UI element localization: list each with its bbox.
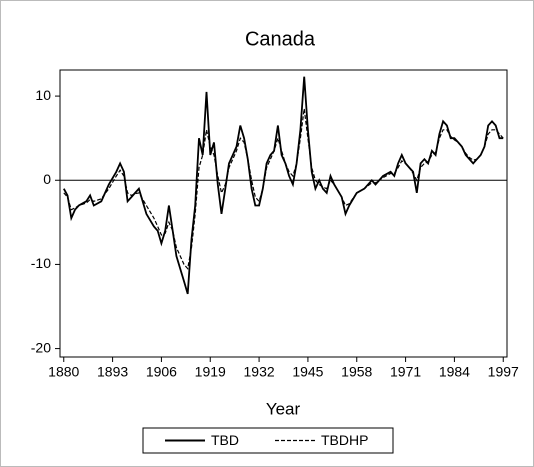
legend-label: TBD	[211, 432, 239, 448]
y-tick-label: 10	[35, 87, 51, 103]
x-tick-label: 1945	[292, 364, 323, 380]
x-tick-label: 1997	[488, 364, 519, 380]
y-tick-label: -10	[31, 255, 51, 271]
x-axis-label: Year	[266, 399, 301, 418]
x-tick-label: 1932	[244, 364, 275, 380]
x-tick-label: 1880	[48, 364, 79, 380]
x-tick-label: 1919	[195, 364, 226, 380]
x-tick-label: 1958	[341, 364, 372, 380]
x-tick-label: 1906	[146, 364, 177, 380]
x-tick-label: 1971	[390, 364, 421, 380]
legend-label: TBDHP	[321, 432, 368, 448]
x-tick-label: 1893	[97, 364, 128, 380]
plot-frame	[59, 69, 508, 358]
y-tick-label: -20	[31, 339, 51, 355]
chart-title: Canada	[245, 28, 316, 50]
y-tick-label: 0	[43, 171, 51, 187]
x-tick-label: 1984	[439, 364, 470, 380]
series-line	[63, 108, 504, 270]
